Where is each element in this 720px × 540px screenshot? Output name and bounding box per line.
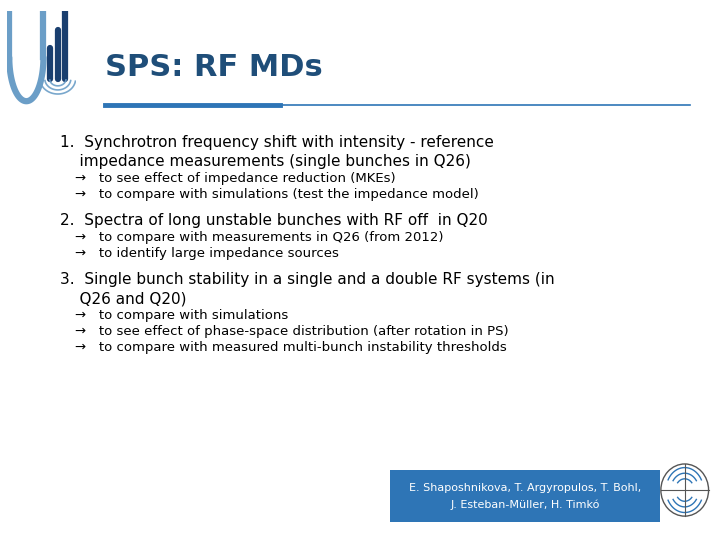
Text: →   to compare with simulations (test the impedance model): → to compare with simulations (test the … [75,188,479,201]
Text: →   to compare with simulations: → to compare with simulations [75,309,288,322]
Text: →   to identify large impedance sources: → to identify large impedance sources [75,247,339,260]
Text: →   to compare with measurements in Q26 (from 2012): → to compare with measurements in Q26 (f… [75,231,444,244]
Text: SPS: RF MDs: SPS: RF MDs [105,53,323,82]
Text: impedance measurements (single bunches in Q26): impedance measurements (single bunches i… [60,154,471,169]
Text: J. Esteban-Müller, H. Timkó: J. Esteban-Müller, H. Timkó [450,499,600,510]
Text: →   to compare with measured multi-bunch instability thresholds: → to compare with measured multi-bunch i… [75,341,507,354]
Text: →   to see effect of impedance reduction (MKEs): → to see effect of impedance reduction (… [75,172,395,185]
Text: Q26 and Q20): Q26 and Q20) [60,291,186,306]
Text: →   to see effect of phase-space distribution (after rotation in PS): → to see effect of phase-space distribut… [75,325,508,338]
Text: 1.  Synchrotron frequency shift with intensity - reference: 1. Synchrotron frequency shift with inte… [60,135,494,150]
Text: 3.  Single bunch stability in a single and a double RF systems (in: 3. Single bunch stability in a single an… [60,272,554,287]
Text: 2.  Spectra of long unstable bunches with RF off  in Q20: 2. Spectra of long unstable bunches with… [60,213,487,228]
FancyBboxPatch shape [390,470,660,522]
Text: E. Shaposhnikova, T. Argyropulos, T. Bohl,: E. Shaposhnikova, T. Argyropulos, T. Boh… [409,483,641,493]
